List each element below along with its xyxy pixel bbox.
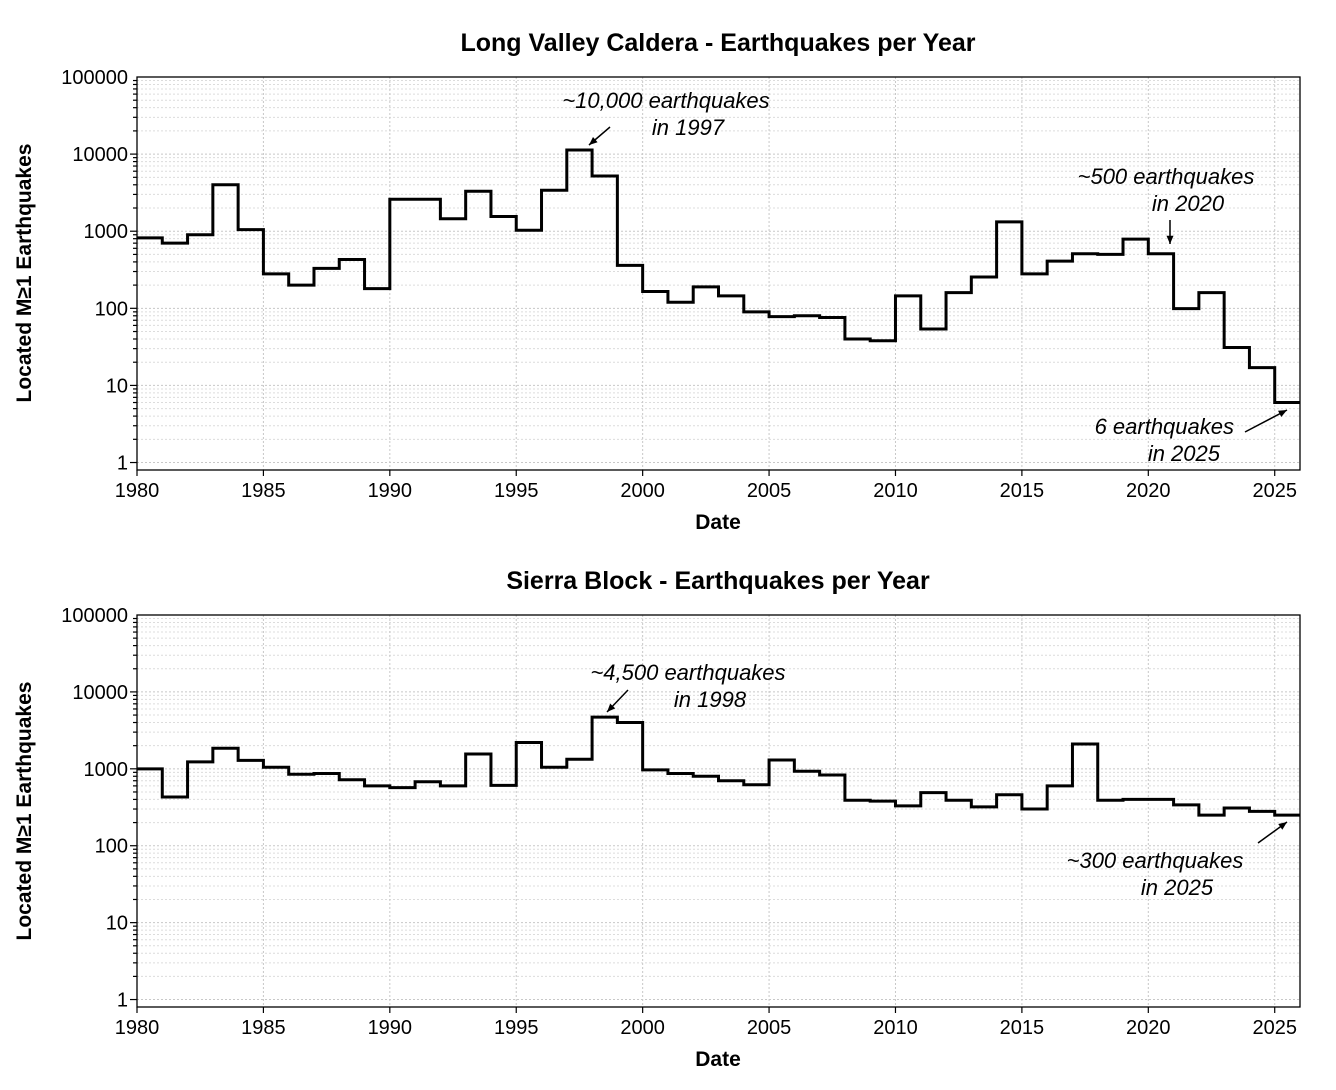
- plot-frame: [136, 614, 1301, 1008]
- x-tick-label: 2020: [1126, 1017, 1171, 1039]
- x-tick-label: 1990: [368, 480, 413, 502]
- arrow-head-icon: [607, 703, 616, 712]
- annotation-text: in 1997: [652, 115, 725, 140]
- annotation-text: 6 earthquakes: [1095, 414, 1234, 439]
- y-axis-label: Located M≥1 Earthquakes: [13, 682, 36, 941]
- x-tick-label: 2010: [873, 480, 918, 502]
- arrow-head-icon: [1278, 410, 1287, 417]
- y-axis-label: Located M≥1 Earthquakes: [13, 144, 36, 403]
- x-tick-label: 2025: [1252, 1017, 1297, 1039]
- x-tick-label: 2005: [747, 480, 792, 502]
- x-tick-label: 1985: [241, 480, 286, 502]
- x-tick-label: 2010: [873, 1017, 918, 1039]
- x-tick-label: 2020: [1126, 480, 1171, 502]
- annotation-text: in 1998: [674, 687, 747, 712]
- x-tick-label: 1995: [494, 1017, 539, 1039]
- chart-long-valley-caldera: Long Valley Caldera - Earthquakes per Ye…: [13, 29, 1301, 534]
- y-tick-label: 100000: [61, 67, 128, 89]
- data-series-step-line: [137, 715, 1300, 817]
- plot-frame: [136, 76, 1301, 471]
- annotation-text: ~4,500 earthquakes: [590, 660, 785, 685]
- x-tick-label: 2000: [620, 480, 665, 502]
- chart-sierra-block: Sierra Block - Earthquakes per Year Date…: [13, 567, 1301, 1071]
- annotation-text: ~500 earthquakes: [1078, 164, 1255, 189]
- y-tick-label: 100000: [61, 605, 128, 627]
- x-tick-label: 2000: [620, 1017, 665, 1039]
- y-tick-label: 10000: [72, 682, 128, 704]
- data-series-step-line: [137, 148, 1300, 405]
- x-tick-label: 2015: [1000, 480, 1045, 502]
- x-tick-label: 2005: [747, 1017, 792, 1039]
- x-tick-label: 1995: [494, 480, 539, 502]
- y-tick-label: 1000: [84, 221, 129, 243]
- y-tick-label: 1000: [84, 759, 129, 781]
- arrow-head-icon: [589, 136, 598, 145]
- y-tick-label: 10000: [72, 144, 128, 166]
- x-axis-label: Date: [695, 511, 741, 534]
- y-tick-label: 100: [95, 298, 128, 320]
- x-tick-label: 1985: [241, 1017, 286, 1039]
- annotation-text: ~300 earthquakes: [1067, 848, 1244, 873]
- chart-title: Sierra Block - Earthquakes per Year: [506, 567, 930, 595]
- x-tick-label: 1990: [368, 1017, 413, 1039]
- annotation-text: in 2025: [1141, 875, 1214, 900]
- arrow-head-icon: [1166, 235, 1174, 244]
- annotation-text: in 2025: [1148, 441, 1221, 466]
- annotation-text: in 2020: [1152, 191, 1225, 216]
- y-tick-label: 1: [117, 990, 128, 1012]
- y-tick-label: 100: [95, 836, 128, 858]
- x-tick-label: 1980: [115, 1017, 160, 1039]
- x-tick-label: 1980: [115, 480, 160, 502]
- chart-title: Long Valley Caldera - Earthquakes per Ye…: [460, 29, 975, 57]
- x-tick-label: 2015: [1000, 1017, 1045, 1039]
- y-tick-label: 10: [106, 913, 128, 935]
- arrow-head-icon: [1278, 822, 1287, 830]
- annotation-text: ~10,000 earthquakes: [562, 88, 769, 113]
- x-tick-label: 2025: [1252, 480, 1297, 502]
- x-axis-label: Date: [695, 1048, 741, 1071]
- y-tick-label: 1: [117, 453, 128, 475]
- y-tick-label: 10: [106, 375, 128, 397]
